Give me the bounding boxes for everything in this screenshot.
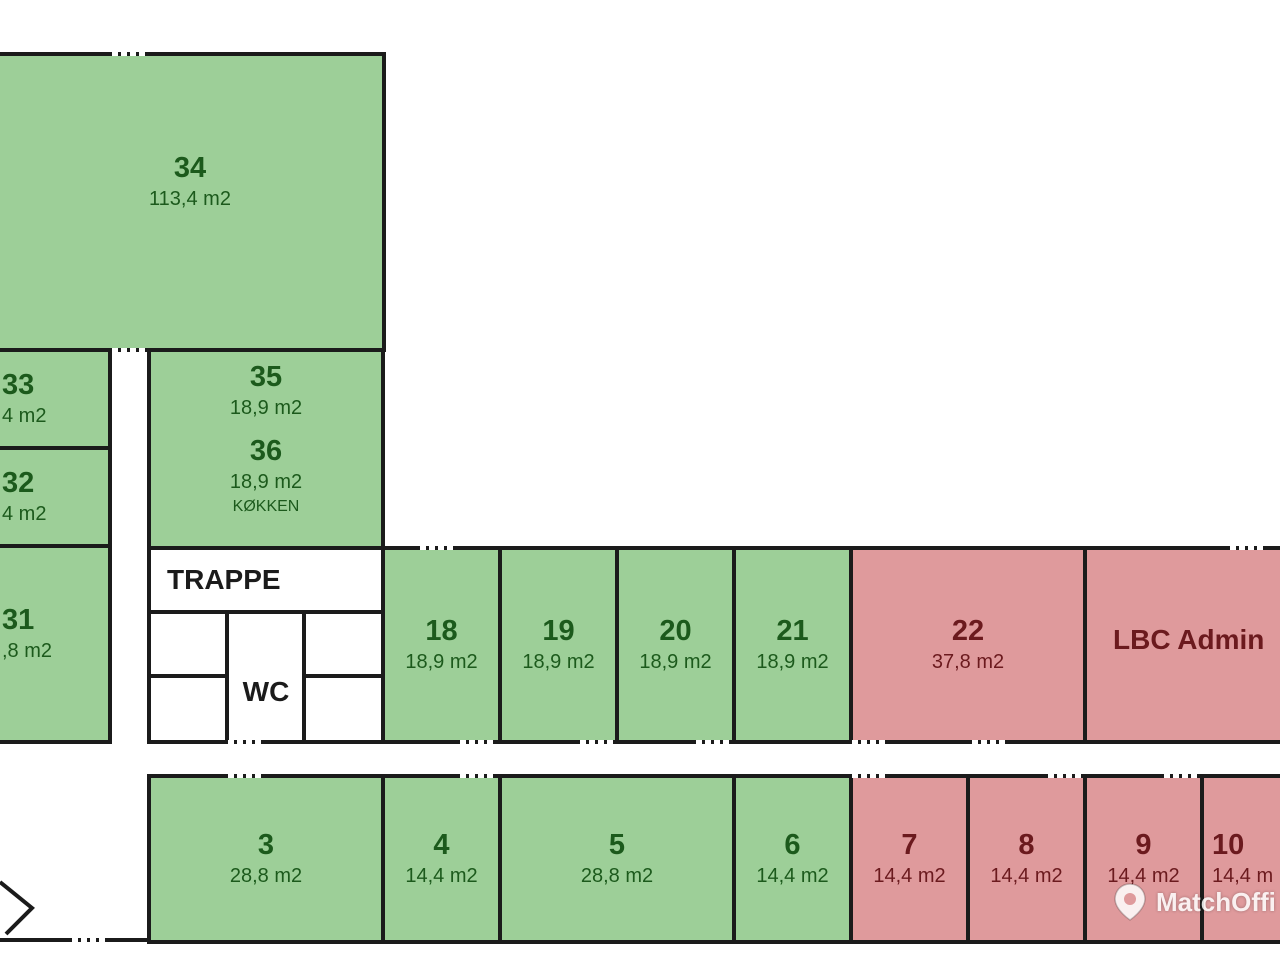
door-10 (1164, 774, 1200, 778)
door-9 (1048, 774, 1084, 778)
room-32[interactable]: 32 4 m2 (0, 446, 112, 548)
room-area: 37,8 m2 (931, 651, 1005, 673)
room-21[interactable]: 21 18,9 m2 (732, 546, 853, 744)
door-22 (972, 740, 1008, 744)
room-area: 28,8 m2 (229, 865, 303, 887)
room-area: 14,4 m2 (756, 865, 829, 887)
entrance-door-icon (0, 880, 35, 936)
room-33[interactable]: 33 4 m2 (0, 348, 112, 450)
room-area: 28,8 m2 (580, 865, 654, 887)
room-number: 20 (659, 615, 692, 647)
room-number: 18 (425, 615, 458, 647)
room-number-35: 35 (249, 361, 283, 393)
stairs-label: TRAPPE (167, 564, 281, 595)
room-number: 8 (1018, 829, 1035, 861)
room-20[interactable]: 20 18,9 m2 (615, 546, 736, 744)
room-number: 9 (1135, 829, 1152, 861)
door-18 (460, 740, 496, 744)
door-4 (460, 774, 496, 778)
room-number: 21 (776, 615, 809, 647)
room-label: LBC Admin (1113, 624, 1265, 655)
door-corridor-top (112, 348, 148, 352)
room-area: 14,4 m2 (405, 865, 478, 887)
room-area: 113,4 m2 (149, 188, 231, 210)
wc-label: WC (242, 676, 290, 707)
room-31[interactable]: 31 ,8 m2 (0, 544, 112, 744)
room-number: 19 (542, 615, 575, 647)
room-number-36: 36 (249, 435, 283, 467)
door-wc (228, 740, 264, 744)
door-20 (696, 740, 732, 744)
room-area: 18,9 m2 (405, 651, 478, 673)
room-35-36[interactable]: 35 18,9 m2 36 18,9 m2 KØKKEN (147, 348, 385, 550)
room-34[interactable]: 34 113,4 m2 (0, 52, 386, 352)
room-lbc-admin[interactable]: LBC Admin (1083, 546, 1280, 744)
room-3[interactable]: 3 28,8 m2 (147, 774, 385, 944)
room-area: 14,4 m2 (990, 865, 1063, 887)
door-entrance (72, 938, 108, 942)
room-area: 14,4 m2 (873, 865, 946, 887)
door-21 (852, 740, 888, 744)
room-number: 4 (433, 829, 450, 861)
room-area: 18,9 m2 (639, 651, 712, 673)
room-area: 4 m2 (2, 503, 47, 525)
room-10[interactable]: 10 14,4 m (1200, 774, 1280, 944)
room-8[interactable]: 8 14,4 m2 (966, 774, 1087, 944)
door-19 (580, 740, 616, 744)
room-number: 7 (901, 829, 918, 861)
room-area: ,8 m2 (2, 640, 53, 662)
door-7 (852, 774, 888, 778)
room-18[interactable]: 18 18,9 m2 (381, 546, 502, 744)
room-number: 22 (951, 615, 985, 647)
room-area: 18,9 m2 (522, 651, 595, 673)
room-number: 33 (2, 369, 35, 401)
wc-partition-left (225, 610, 229, 744)
location-pin-icon (1114, 883, 1146, 921)
room-19[interactable]: 19 18,9 m2 (498, 546, 619, 744)
room-22[interactable]: 22 37,8 m2 (849, 546, 1087, 744)
room-area: 14,4 m2 (1107, 865, 1180, 887)
room-number: 32 (2, 467, 35, 499)
room-area-35: 18,9 m2 (229, 397, 303, 419)
room-number: 3 (257, 829, 275, 861)
wc-partition-left-stub (147, 674, 227, 678)
room-number: 10 (1212, 829, 1245, 861)
room-7[interactable]: 7 14,4 m2 (849, 774, 970, 944)
door-top-row-1 (420, 546, 456, 550)
watermark: MatchOffi (1112, 882, 1276, 922)
room-9[interactable]: 9 14,4 m2 (1083, 774, 1204, 944)
room-number: 34 (173, 152, 207, 184)
room-number: 6 (784, 829, 801, 861)
room-number: 5 (608, 829, 626, 861)
room-area: 4 m2 (2, 405, 47, 427)
room-4[interactable]: 4 14,4 m2 (381, 774, 502, 944)
door-top-row-2 (1230, 546, 1266, 550)
wc-partition-right-stub (302, 674, 385, 678)
room-note-kitchen: KØKKEN (232, 498, 300, 515)
room-number: 31 (2, 604, 35, 636)
room-5[interactable]: 5 28,8 m2 (498, 774, 736, 944)
watermark-text: MatchOffi (1156, 886, 1276, 917)
room-area: 14,4 m (1212, 865, 1274, 887)
room-area: 18,9 m2 (756, 651, 829, 673)
stairs: TRAPPE (147, 546, 385, 614)
room-6[interactable]: 6 14,4 m2 (732, 774, 853, 944)
door-3 (228, 774, 264, 778)
room-area-36: 18,9 m2 (229, 471, 303, 493)
door-34-top (112, 52, 148, 56)
